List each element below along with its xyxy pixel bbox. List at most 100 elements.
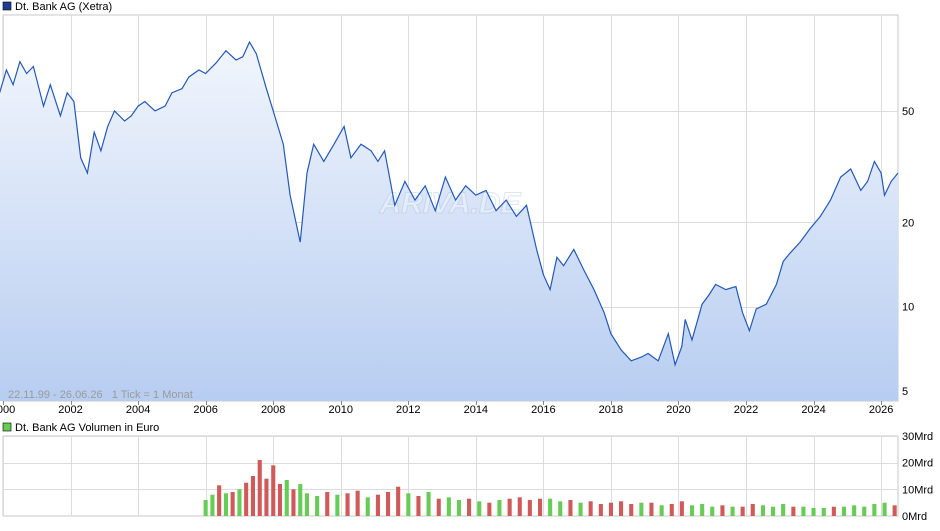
volume-bar bbox=[538, 498, 543, 516]
volume-bar bbox=[325, 492, 330, 516]
price-y-tick-label: 50 bbox=[902, 106, 914, 118]
volume-bar bbox=[730, 506, 735, 516]
volume-bar bbox=[578, 502, 583, 516]
volume-bar bbox=[862, 506, 867, 516]
volume-bar bbox=[345, 493, 350, 516]
volume-grid bbox=[3, 436, 898, 516]
watermark: ARIVA.DE bbox=[378, 187, 522, 221]
volume-y-tick-label: 30Mrd bbox=[902, 431, 933, 443]
volume-bar bbox=[831, 506, 836, 516]
volume-bar bbox=[679, 501, 684, 516]
volume-bar bbox=[375, 494, 380, 516]
volume-bar bbox=[740, 506, 745, 516]
price-legend-swatch bbox=[2, 1, 12, 11]
price-legend-label: Dt. Bank AG (Xetra) bbox=[15, 1, 112, 13]
volume-bar bbox=[872, 504, 877, 516]
volume-bar bbox=[355, 490, 360, 516]
volume-bar bbox=[304, 493, 309, 516]
date-range-caption: 22.11.99 - 26.06.26 1 Tick = 1 Monat bbox=[8, 389, 193, 401]
volume-bar bbox=[791, 506, 796, 516]
volume-y-tick-label: 0Mrd bbox=[902, 511, 927, 523]
volume-bar bbox=[386, 492, 391, 516]
price-y-tick-label: 20 bbox=[902, 217, 914, 229]
volume-bar bbox=[760, 505, 765, 516]
volume-y-tick-label: 20Mrd bbox=[902, 458, 933, 470]
volume-bar bbox=[436, 498, 441, 516]
volume-bar bbox=[217, 485, 222, 516]
volume-bar bbox=[801, 506, 806, 516]
volume-bar bbox=[271, 465, 276, 516]
volume-bar bbox=[690, 505, 695, 516]
volume-bar bbox=[771, 506, 776, 516]
volume-bar bbox=[568, 500, 573, 516]
volume-bar bbox=[598, 504, 603, 516]
x-tick-label: 2014 bbox=[464, 404, 488, 416]
volume-bar bbox=[477, 501, 482, 516]
volume-bar bbox=[852, 505, 857, 516]
volume-bar bbox=[588, 501, 593, 516]
volume-bar bbox=[315, 496, 320, 516]
watermark-text: ARIVA.DE bbox=[378, 187, 521, 220]
volume-bar bbox=[629, 504, 634, 516]
volume-bar bbox=[446, 497, 451, 516]
volume-bar bbox=[223, 493, 228, 516]
volume-bar bbox=[237, 489, 242, 516]
volume-y-ticks: 0Mrd 10Mrd 20Mrd 30Mrd bbox=[902, 431, 933, 523]
x-tick-label: 2002 bbox=[58, 404, 82, 416]
volume-legend-swatch bbox=[2, 422, 12, 432]
volume-bar bbox=[781, 504, 786, 516]
volume-bar bbox=[619, 501, 624, 516]
volume-legend-label: Dt. Bank AG Volumen in Euro bbox=[15, 422, 159, 434]
price-x-ticks: 2000 2002 2004 2006 2008 2010 2012 2014 2016 2018… bbox=[0, 401, 893, 416]
volume-bar bbox=[882, 502, 887, 516]
volume-bar bbox=[467, 498, 472, 516]
volume-bar bbox=[298, 484, 303, 516]
volume-bar bbox=[558, 501, 563, 516]
volume-bar bbox=[406, 493, 411, 516]
volume-bar bbox=[277, 484, 282, 516]
price-area bbox=[0, 42, 898, 401]
volume-bar bbox=[710, 506, 715, 516]
volume-bar bbox=[264, 478, 269, 516]
volume-bar bbox=[639, 502, 644, 516]
volume-bar bbox=[608, 502, 613, 516]
volume-bar bbox=[507, 498, 512, 516]
x-tick-label: 2024 bbox=[801, 404, 825, 416]
price-y-tick-label: 5 bbox=[902, 386, 908, 398]
volume-bar bbox=[700, 504, 705, 516]
price-series-line bbox=[0, 40, 899, 367]
volume-bar bbox=[669, 504, 674, 516]
volume-bar bbox=[892, 505, 897, 516]
x-tick-label: 2022 bbox=[734, 404, 758, 416]
volume-bar bbox=[456, 500, 461, 516]
volume-bar bbox=[821, 508, 826, 516]
x-tick-label: 2020 bbox=[666, 404, 690, 416]
volume-bar bbox=[257, 460, 262, 516]
volume-bar bbox=[548, 498, 553, 516]
x-tick-label: 2012 bbox=[396, 404, 420, 416]
volume-bar bbox=[750, 504, 755, 516]
x-tick-label: 2006 bbox=[193, 404, 217, 416]
x-tick-label: 2026 bbox=[869, 404, 893, 416]
volume-bar bbox=[210, 494, 215, 516]
volume-bar bbox=[659, 505, 664, 516]
volume-bar bbox=[230, 492, 235, 516]
volume-bar bbox=[841, 506, 846, 516]
volume-bar bbox=[649, 502, 654, 516]
x-tick-label: 2000 bbox=[0, 404, 15, 416]
x-tick-label: 2010 bbox=[328, 404, 352, 416]
volume-bar bbox=[720, 505, 725, 516]
volume-bar bbox=[416, 496, 421, 516]
volume-bar bbox=[426, 492, 431, 516]
price-y-tick-label: 10 bbox=[902, 302, 914, 314]
x-tick-label: 2016 bbox=[531, 404, 555, 416]
volume-bar bbox=[527, 500, 532, 516]
volume-bar bbox=[811, 508, 816, 516]
volume-bars bbox=[203, 460, 897, 516]
volume-bar bbox=[497, 500, 502, 516]
volume-bar bbox=[365, 497, 370, 516]
price-y-ticks: 5 10 20 50 bbox=[902, 106, 914, 398]
x-tick-label: 2004 bbox=[126, 404, 150, 416]
volume-bar bbox=[284, 480, 289, 516]
